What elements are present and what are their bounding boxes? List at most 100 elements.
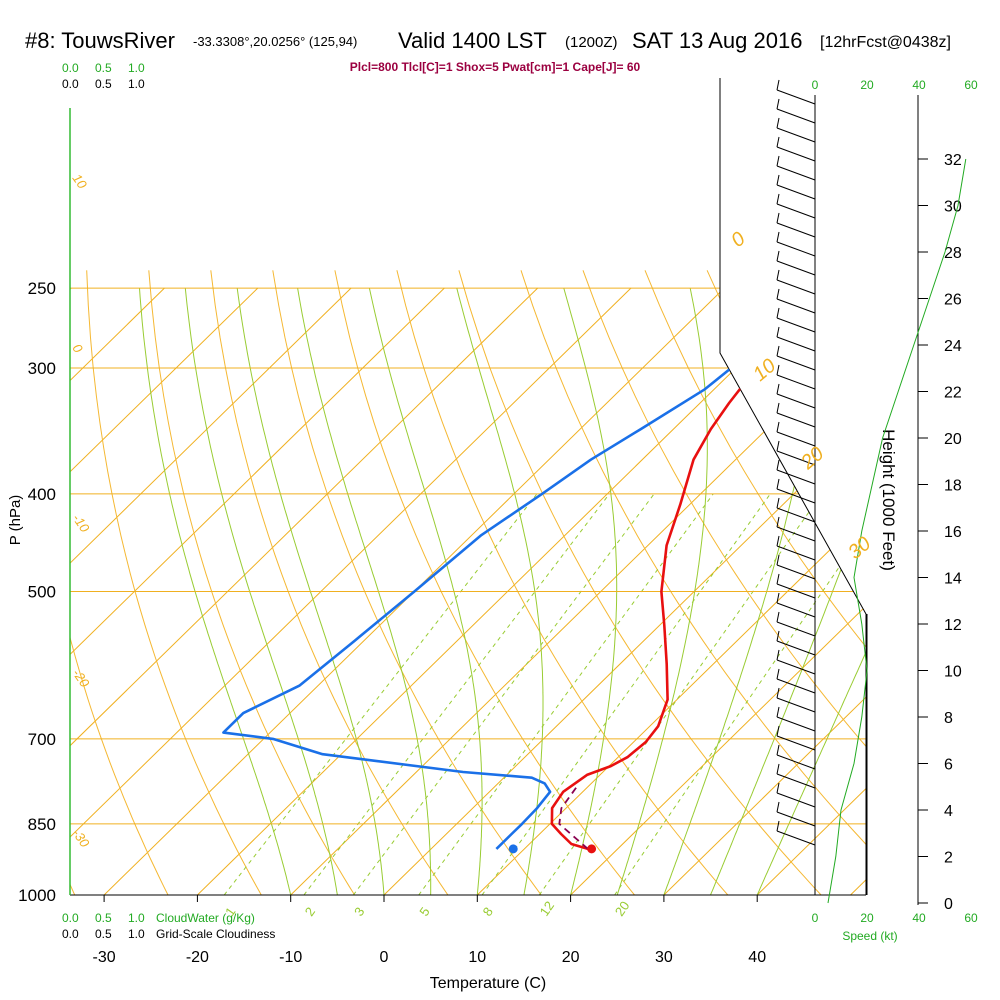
wind-barb bbox=[776, 165, 816, 181]
wind-barb-feather bbox=[776, 421, 780, 433]
wind-barb-feather bbox=[776, 345, 780, 357]
height-tick-label: 6 bbox=[944, 757, 953, 774]
wind-barb-feather bbox=[776, 782, 780, 794]
wind-barb-feather bbox=[776, 497, 780, 509]
valid-time: Valid 1400 LST bbox=[398, 28, 547, 53]
cloudiness-bottom-tick-0: 0.0 bbox=[62, 927, 79, 941]
mixing-ratio-label: 12 bbox=[537, 898, 558, 918]
x-axis-label: Temperature (C) bbox=[430, 975, 546, 992]
wind-barb bbox=[776, 393, 816, 409]
height-tick-label: 14 bbox=[944, 571, 962, 588]
sounding-series bbox=[222, 320, 799, 851]
speed-tick-top: 20 bbox=[860, 78, 874, 92]
cloud-scale-bottom: 0.0 0.5 1.0 CloudWater (g/Kg) 0.0 0.5 1.… bbox=[62, 911, 275, 941]
wind-barb bbox=[776, 564, 816, 580]
wind-barb bbox=[776, 355, 816, 371]
dry-adiabat-line bbox=[272, 270, 542, 895]
height-tick-label: 10 bbox=[944, 664, 962, 681]
height-tick-label: 26 bbox=[944, 292, 962, 309]
dry-adiabat-line bbox=[210, 270, 449, 895]
temperature-tick-label: -10 bbox=[279, 949, 302, 966]
wind-barb-feather bbox=[776, 326, 780, 338]
isotherm-line bbox=[70, 287, 259, 895]
indices-line: Plcl=800 Tlcl[C]=1 Shox=5 Pwat[cm]=1 Cap… bbox=[350, 60, 641, 74]
moist-adiabat-line bbox=[563, 287, 618, 895]
valid-zulu: (1200Z) bbox=[565, 34, 618, 51]
cloudiness-tick-05: 0.5 bbox=[95, 77, 112, 91]
height-tick-label: 0 bbox=[944, 896, 953, 913]
mixing-ratio-line bbox=[481, 493, 771, 895]
wind-barb bbox=[776, 184, 816, 200]
speed-axis-label: Speed (kt) bbox=[842, 929, 897, 943]
moist-adiabat-line bbox=[616, 288, 708, 895]
mixing-ratio-line bbox=[538, 493, 823, 895]
height-tick-label: 4 bbox=[944, 803, 953, 820]
wind-barb-feather bbox=[776, 611, 780, 623]
wind-barb-feather bbox=[776, 269, 780, 281]
wind-barb bbox=[776, 336, 816, 352]
surface-temperature-marker bbox=[587, 844, 597, 854]
speed-tick-bottom: 0 bbox=[812, 911, 819, 925]
wind-barb bbox=[776, 298, 816, 314]
height-tick-label: 12 bbox=[944, 617, 962, 634]
wind-barb bbox=[776, 640, 816, 656]
cloudwater-tick-1: 1.0 bbox=[128, 61, 145, 75]
wind-barb bbox=[776, 507, 816, 523]
temperature-tick-label: 40 bbox=[748, 949, 766, 966]
wind-barb bbox=[776, 450, 816, 466]
wind-barb bbox=[776, 773, 816, 789]
height-tick-label: 32 bbox=[944, 152, 962, 169]
wind-barb bbox=[776, 279, 816, 295]
wind-barb-feather bbox=[776, 478, 780, 490]
y-axis-label: P (hPa) bbox=[7, 495, 24, 546]
moist-adiabat-line bbox=[456, 287, 544, 895]
forecast-label: [12hrFcst@0438z] bbox=[820, 34, 951, 51]
wind-barbs bbox=[776, 79, 816, 846]
wind-barb bbox=[776, 583, 816, 599]
wind-barb bbox=[776, 260, 816, 276]
wind-barb-feather bbox=[776, 554, 780, 566]
wind-barb bbox=[776, 241, 816, 257]
wind-barb-feather bbox=[776, 402, 780, 414]
wind-barb-feather bbox=[776, 535, 780, 547]
moist-adiabat-line bbox=[710, 287, 866, 895]
speed-tick-top: 60 bbox=[964, 78, 978, 92]
wind-barb-feather bbox=[776, 79, 780, 91]
series-parcel-line bbox=[558, 785, 589, 850]
isotherm-line bbox=[756, 287, 866, 895]
wind-barb-feather bbox=[776, 763, 780, 775]
cloudwater-bottom-tick-0: 0.0 bbox=[62, 911, 79, 925]
wind-barb bbox=[776, 792, 816, 808]
wind-barb-feather bbox=[776, 250, 780, 262]
wind-barb-feather bbox=[776, 820, 780, 832]
wind-barb-feather bbox=[776, 193, 780, 205]
dry-adiabat-line bbox=[70, 270, 169, 895]
speed-tick-top: 40 bbox=[912, 78, 926, 92]
height-tick-label: 24 bbox=[944, 338, 962, 355]
wind-barb-feather bbox=[776, 668, 780, 680]
moist-adiabat-line bbox=[184, 288, 338, 895]
wind-barb bbox=[776, 621, 816, 637]
wind-barb bbox=[776, 545, 816, 561]
dry-adiabat-line bbox=[334, 270, 635, 895]
height-tick-label: 2 bbox=[944, 850, 953, 867]
dry-adiabat-line bbox=[582, 270, 866, 895]
height-tick-label: 28 bbox=[944, 245, 962, 262]
wind-barb-feather bbox=[776, 801, 780, 813]
isotherm-line bbox=[663, 287, 866, 895]
wind-barb bbox=[776, 735, 816, 751]
wind-barb bbox=[776, 89, 816, 105]
wind-barb-feather bbox=[776, 744, 780, 756]
location-label: -33.3308°,20.0256° (125,94) bbox=[193, 34, 357, 49]
pressure-tick-label: 300 bbox=[28, 359, 56, 378]
wind-barb-feather bbox=[776, 687, 780, 699]
isotherm-line bbox=[70, 287, 352, 895]
cloudwater-tick-05: 0.5 bbox=[95, 61, 112, 75]
wind-barb bbox=[776, 469, 816, 485]
wind-barb-feather bbox=[776, 231, 780, 243]
dry-adiabat-line bbox=[644, 270, 866, 895]
temperature-tick-label: -30 bbox=[93, 949, 116, 966]
cloudwater-tick-0: 0.0 bbox=[62, 61, 79, 75]
